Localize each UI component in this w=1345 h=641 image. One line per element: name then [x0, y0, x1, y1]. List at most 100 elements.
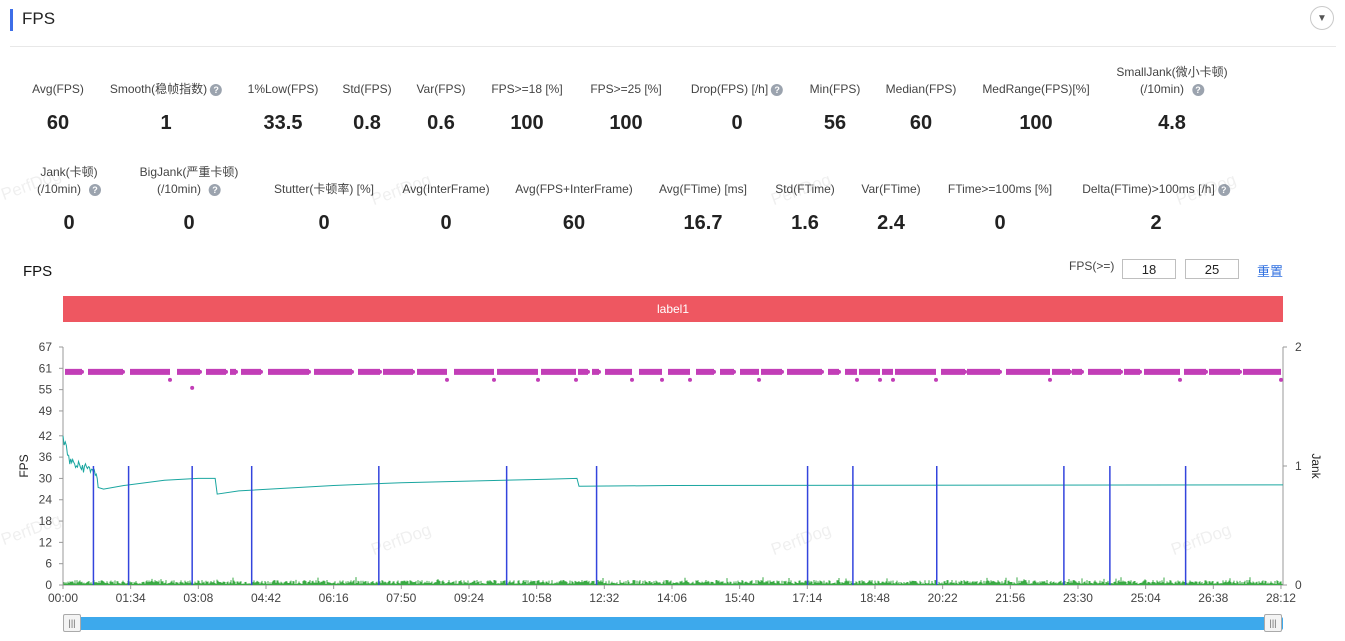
metric-label: SmallJank(微小卡顿) — [1116, 65, 1228, 79]
metric-value: 60 — [562, 212, 586, 234]
metric-label: Var(FTime) — [861, 182, 921, 196]
fps-point — [198, 369, 202, 374]
x-tick-label: 18:48 — [860, 591, 890, 605]
x-tick-label: 25:04 — [1131, 591, 1161, 605]
slider-handle-right[interactable]: ||| — [1264, 614, 1282, 632]
x-tick-label: 21:56 — [995, 591, 1025, 605]
x-tick-label: 07:50 — [386, 591, 416, 605]
metric-value: 1 — [160, 112, 172, 134]
metric-label: FPS>=18 [%] — [491, 82, 563, 96]
fps-point — [492, 377, 496, 382]
metric-label: Smooth(稳帧指数) — [109, 82, 208, 96]
metric-value: 1.6 — [791, 212, 819, 234]
fps-point — [80, 369, 84, 374]
threshold-high-input[interactable] — [1185, 259, 1239, 279]
metric-label: 1%Low(FPS) — [247, 82, 319, 96]
fps-point — [1048, 377, 1052, 382]
metric-label: Min(FPS) — [809, 82, 861, 96]
fps-point — [597, 369, 601, 374]
y2-tick-label: 2 — [1295, 340, 1302, 354]
fps-point — [121, 369, 125, 374]
fps-point — [574, 377, 578, 382]
metric-value: 100 — [1019, 112, 1053, 134]
metric-value: 0 — [731, 112, 743, 134]
y-tick-label: 49 — [39, 404, 53, 418]
help-icon[interactable]: ? — [771, 83, 784, 96]
y-tick-label: 42 — [39, 429, 53, 443]
fps-point — [411, 369, 415, 374]
x-tick-label: 20:22 — [928, 591, 958, 605]
help-icon[interactable]: ? — [1217, 183, 1230, 196]
fps-point — [168, 377, 172, 382]
metric-label: Avg(FTime) [ms] — [658, 182, 748, 196]
fps-point — [1138, 369, 1142, 374]
metric-value: 56 — [823, 112, 847, 134]
fps-point — [630, 377, 634, 382]
fps-point — [1178, 377, 1182, 382]
fps-point — [259, 369, 263, 374]
slider-handle-left[interactable]: ||| — [63, 614, 81, 632]
metric-label: Drop(FPS) [/h] — [690, 82, 769, 96]
collapse-button[interactable]: ▼ — [1310, 6, 1334, 30]
fps-point — [190, 385, 195, 390]
metric-value: 0 — [183, 212, 195, 234]
metric-label: Median(FPS) — [885, 82, 957, 96]
metric-value: 0.8 — [353, 112, 381, 134]
fps-point — [378, 369, 382, 374]
metric-label: Std(FTime) — [775, 182, 835, 196]
y-tick-label: 67 — [39, 340, 53, 354]
x-tick-label: 06:16 — [319, 591, 349, 605]
header-accent-bar — [10, 9, 13, 31]
help-icon[interactable]: ? — [89, 183, 102, 196]
metric-value: 0 — [318, 212, 330, 234]
interframe-series — [63, 577, 1283, 585]
y-tick-label: 36 — [39, 450, 53, 464]
chart-title: FPS — [23, 263, 53, 280]
fps-point — [891, 377, 895, 382]
metric-value: 60 — [909, 112, 933, 134]
metric-label: Std(FPS) — [342, 82, 392, 96]
threshold-low-input[interactable] — [1122, 259, 1176, 279]
x-tick-label: 26:38 — [1198, 591, 1228, 605]
label-bar[interactable]: label1 — [63, 296, 1283, 322]
fps-point — [688, 377, 692, 382]
y-tick-label: 12 — [39, 535, 53, 549]
help-icon[interactable]: ? — [209, 183, 221, 196]
metric-label: Var(FPS) — [416, 82, 466, 96]
section-title: FPS — [22, 9, 56, 28]
fps-point — [780, 369, 784, 374]
fps-point — [1119, 369, 1123, 374]
fps-point — [855, 377, 859, 382]
fps-point — [934, 377, 938, 382]
fps-point — [536, 377, 540, 382]
time-range-slider[interactable] — [63, 617, 1283, 630]
fps-point — [963, 369, 967, 374]
y-tick-label: 18 — [39, 514, 53, 528]
y2-tick-label: 0 — [1295, 578, 1302, 592]
fps-point — [660, 377, 664, 382]
y-tick-label: 0 — [45, 578, 52, 592]
x-tick-label: 14:06 — [657, 591, 687, 605]
metric-value: 33.5 — [263, 112, 303, 134]
x-tick-label: 00:00 — [48, 591, 78, 605]
fps-point — [445, 377, 449, 382]
fps-point — [732, 369, 736, 374]
x-tick-label: 04:42 — [251, 591, 281, 605]
help-icon[interactable]: ? — [210, 83, 223, 96]
metric-label: Avg(FPS+InterFrame) — [515, 182, 633, 196]
fps-point — [712, 369, 716, 374]
x-tick-label: 12:32 — [589, 591, 619, 605]
fps-point — [837, 369, 841, 374]
metric-label: BigJank(严重卡顿) — [139, 165, 239, 179]
metric-value: 4.8 — [1158, 112, 1186, 134]
reset-link[interactable]: 重置 — [1257, 264, 1284, 279]
y-axis-title: FPS — [17, 454, 31, 477]
metric-label: Stutter(卡顿率) [%] — [273, 182, 375, 196]
help-icon[interactable]: ? — [1192, 83, 1205, 96]
section-header: FPS ▼ — [10, 6, 1336, 47]
metric-value: 100 — [609, 112, 643, 134]
metric-value: 0 — [440, 212, 452, 234]
y2-axis-title: Jank — [1309, 453, 1323, 479]
x-tick-label: 17:14 — [792, 591, 822, 605]
